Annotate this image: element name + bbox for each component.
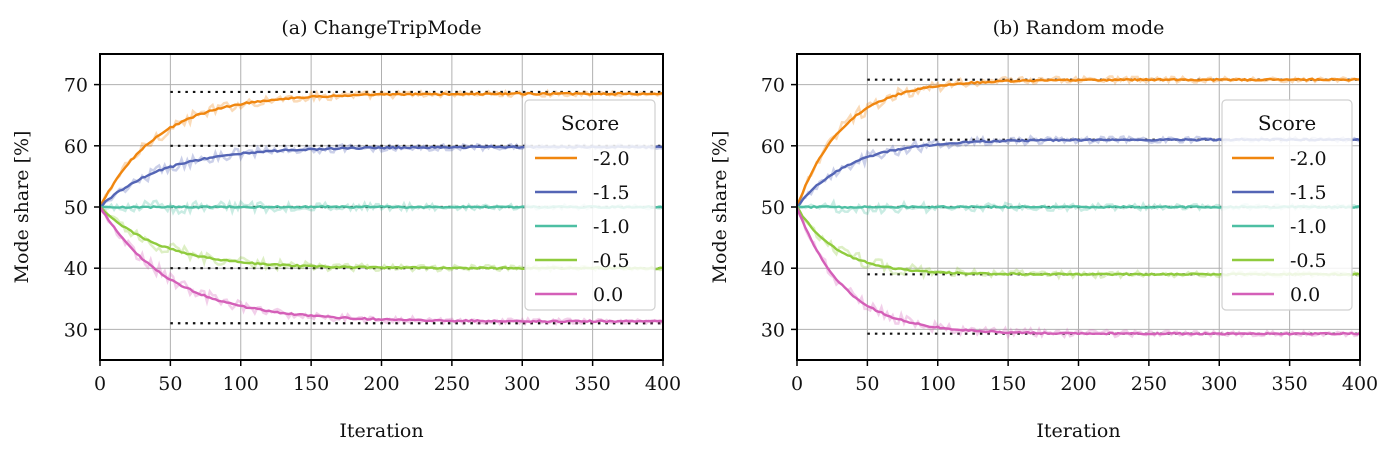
legend-label: -1.0 — [593, 216, 630, 238]
y-tick-label: 40 — [761, 258, 785, 280]
x-tick-label: 0 — [791, 373, 803, 395]
y-tick-label: 30 — [64, 319, 88, 341]
x-tick-label: 300 — [1201, 373, 1237, 395]
chart-panel-b: (b) Random mode 0 50 100 150 200 250 300 350 400 3… — [709, 17, 1378, 442]
y-axis-label: Mode share [%] — [11, 131, 33, 284]
x-axis-label: Iteration — [339, 420, 423, 442]
y-tick-label: 60 — [64, 136, 88, 158]
series-line — [98, 206, 664, 324]
y-tick-label: 40 — [64, 258, 88, 280]
legend-label: -2.0 — [593, 148, 630, 170]
chart-panel-a: (a) ChangeTripMode 0 50 100 150 200 250 300 350 4… — [11, 17, 681, 442]
legend-label: -1.5 — [593, 182, 630, 204]
x-tick-label: 200 — [363, 373, 399, 395]
legend-label: -1.0 — [1290, 216, 1327, 238]
x-tick-label: 50 — [855, 373, 879, 395]
x-tick-label: 150 — [293, 373, 329, 395]
x-tick-label: 400 — [645, 373, 681, 395]
x-tick-label: 100 — [223, 373, 259, 395]
y-tick-label: 70 — [761, 75, 785, 97]
legend-title: Score — [561, 111, 619, 135]
y-tick-label: 50 — [761, 197, 785, 219]
x-tick-label: 0 — [94, 373, 106, 395]
y-tick-label: 30 — [761, 319, 785, 341]
x-tick-label: 50 — [158, 373, 182, 395]
legend-label: -0.5 — [593, 250, 630, 272]
y-tick-label: 50 — [64, 197, 88, 219]
chart-title: (b) Random mode — [993, 17, 1165, 39]
x-tick-label: 100 — [920, 373, 956, 395]
x-tick-label: 200 — [1060, 373, 1096, 395]
y-axis-label: Mode share [%] — [709, 131, 731, 284]
x-tick-label: 150 — [990, 373, 1026, 395]
x-tick-label: 250 — [434, 373, 470, 395]
series-band — [98, 88, 664, 208]
series-line — [98, 91, 664, 207]
x-axis-label: Iteration — [1036, 420, 1120, 442]
legend-label: 0.0 — [593, 284, 623, 306]
x-tick-label: 300 — [504, 373, 540, 395]
legend-box — [524, 99, 656, 311]
legend: Score -2.0 -1.5 -1.0 -0.5 0.0 — [524, 99, 656, 311]
legend-label: -2.0 — [1290, 148, 1327, 170]
legend: Score -2.0 -1.5 -1.0 -0.5 0.0 — [1221, 99, 1353, 311]
legend-box — [1221, 99, 1353, 311]
chart-title: (a) ChangeTripMode — [281, 17, 481, 39]
legend-label: -1.5 — [1290, 182, 1327, 204]
y-tick-label: 60 — [761, 136, 785, 158]
x-tick-label: 250 — [1131, 373, 1167, 395]
y-tick-label: 70 — [64, 75, 88, 97]
x-tick-label: 350 — [1271, 373, 1307, 395]
x-tick-label: 400 — [1342, 373, 1378, 395]
legend-label: 0.0 — [1290, 284, 1320, 306]
legend-title: Score — [1258, 111, 1316, 135]
legend-label: -0.5 — [1290, 250, 1327, 272]
series-line — [795, 77, 1361, 208]
series-line — [795, 207, 1361, 336]
x-tick-label: 350 — [574, 373, 610, 395]
